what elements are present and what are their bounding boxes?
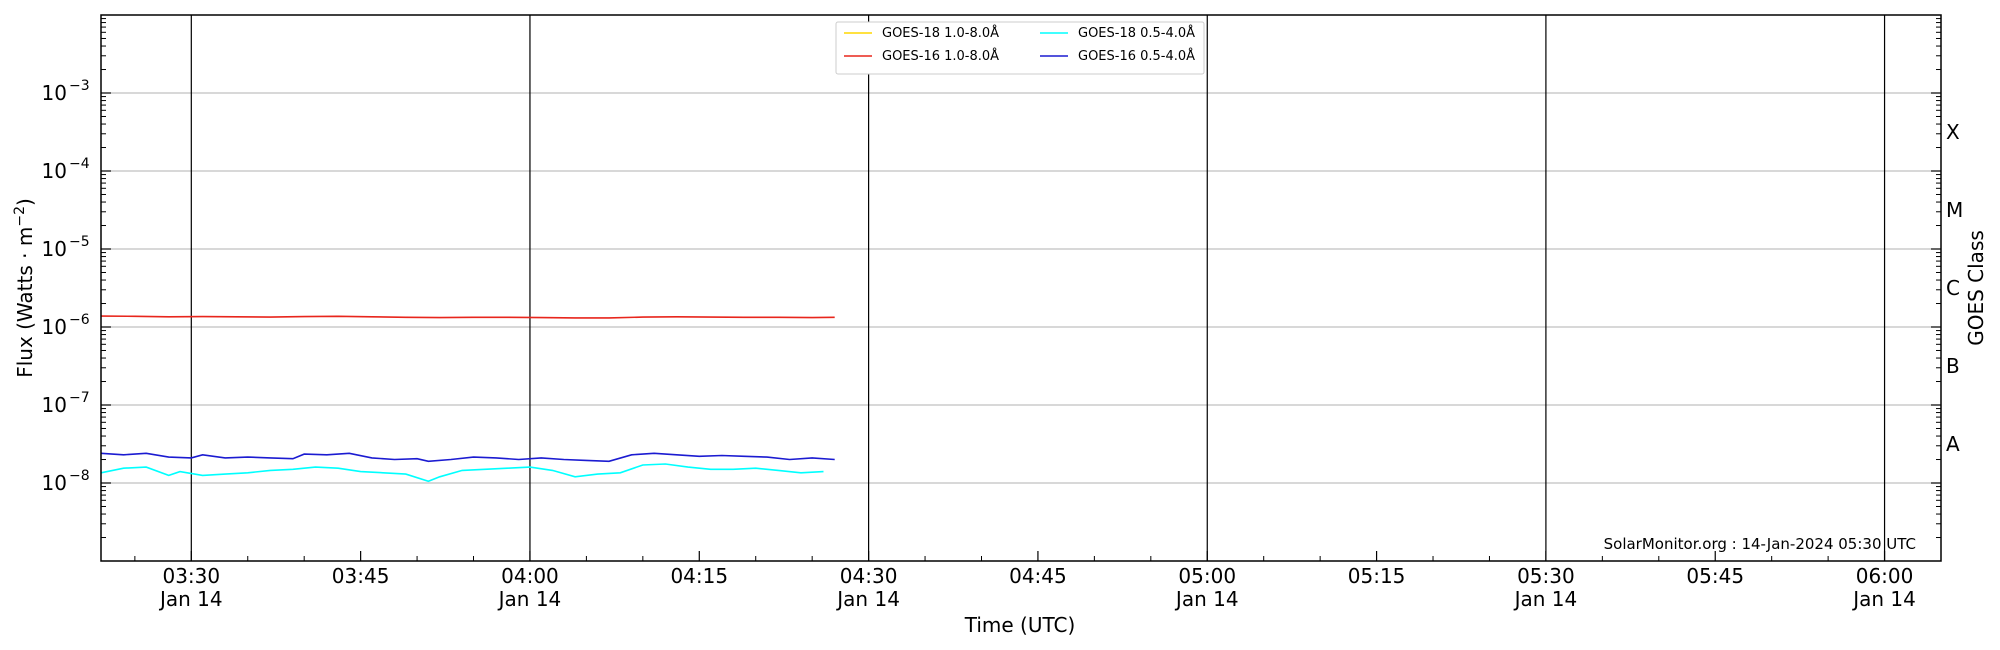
data-series	[100, 315, 835, 483]
legend-entry: GOES-16 1.0-8.0Å	[882, 48, 999, 64]
x-tick-date: Jan 14	[835, 587, 900, 611]
x-tick-label: 05:30	[1517, 564, 1575, 588]
y-tick-label: 10	[42, 471, 67, 495]
y-tick-exponent: −7	[69, 390, 90, 406]
y-tick-label: 10	[42, 315, 67, 339]
x-tick-label: 04:00	[501, 564, 559, 588]
x-tick-label: 03:45	[332, 564, 390, 588]
x-tick-date: Jan 14	[1851, 587, 1916, 611]
x-tick-label: 05:15	[1348, 564, 1406, 588]
legend-entry: GOES-16 0.5-4.0Å	[1078, 48, 1195, 64]
axis-ticks	[101, 18, 1942, 561]
x-tick-date: Jan 14	[497, 587, 562, 611]
goes-class-label: X	[1946, 120, 1960, 144]
legend-box	[835, 21, 1205, 75]
x-tick-label: 05:00	[1178, 564, 1236, 588]
x-tick-date: Jan 14	[1174, 587, 1239, 611]
y-tick-label: 10	[42, 159, 67, 183]
x-tick-label: 04:15	[670, 564, 728, 588]
goes-class-label: A	[1946, 432, 1960, 456]
goes-class-label: B	[1946, 354, 1960, 378]
y-tick-exponent: −8	[69, 468, 90, 484]
x-tick-date: Jan 14	[158, 587, 223, 611]
x-tick-label: 05:45	[1686, 564, 1744, 588]
x-tick-date: Jan 14	[1513, 587, 1578, 611]
legend-entry: GOES-18 1.0-8.0Å	[882, 25, 999, 41]
goes-class-label: M	[1946, 198, 1963, 222]
y-tick-label: 10	[42, 81, 67, 105]
series-line-3	[100, 452, 835, 463]
x-tick-label: 04:45	[1009, 564, 1067, 588]
legend-entry: GOES-18 0.5-4.0Å	[1078, 25, 1195, 41]
x-tick-label: 04:30	[840, 564, 898, 588]
time-markers	[190, 15, 1886, 561]
y-axis-label: Flux (Watts · m−2)	[12, 198, 37, 378]
series-line-1	[100, 315, 835, 319]
y-tick-label: 10	[42, 237, 67, 261]
y-tick-exponent: −6	[69, 312, 90, 328]
goes-class-label: C	[1946, 276, 1960, 300]
y-tick-exponent: −3	[69, 78, 90, 94]
y2-axis-label: GOES Class	[1964, 230, 1988, 346]
series-line-2	[100, 463, 824, 483]
y-tick-exponent: −4	[69, 156, 90, 172]
legend: GOES-18 1.0-8.0Å GOES-16 1.0-8.0Å GOES-18 …	[835, 21, 1205, 75]
source-annotation: SolarMonitor.org : 14-Jan-2024 05:30 UTC	[1604, 535, 1916, 553]
x-axis-label: Time (UTC)	[964, 613, 1076, 637]
y-tick-exponent: −5	[69, 234, 90, 250]
y-tick-label: 10	[42, 393, 67, 417]
plot-frame	[100, 14, 1942, 562]
x-tick-label: 06:00	[1856, 564, 1914, 588]
x-tick-label: 03:30	[162, 564, 220, 588]
grid-lines	[101, 92, 1941, 484]
